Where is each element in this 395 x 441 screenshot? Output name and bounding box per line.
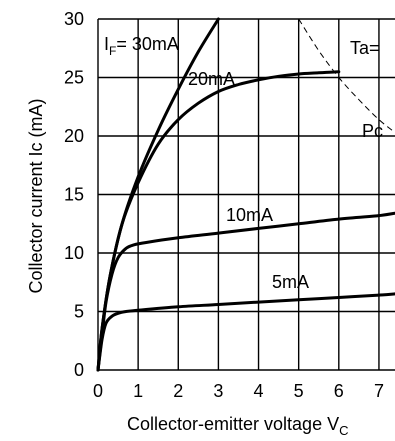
series-label-20ma: 20mA <box>188 69 235 89</box>
series-line-20ma <box>96 70 341 372</box>
x-tick-label: 6 <box>334 381 344 401</box>
power-dissipation-label: Pc <box>362 121 383 141</box>
series-label-5ma: 5mA <box>272 272 309 292</box>
x-tick-label: 7 <box>374 381 384 401</box>
curves <box>96 17 395 372</box>
x-axis-title: Collector-emitter voltage VC <box>127 414 348 438</box>
y-tick-label: 5 <box>74 302 84 322</box>
series-label-10ma: 10mA <box>226 205 273 225</box>
x-tick-label: 1 <box>133 381 143 401</box>
y-tick-label: 10 <box>64 243 84 263</box>
x-tick-label: 2 <box>173 381 183 401</box>
series-label-30ma: IF= 30mA <box>104 34 179 58</box>
grid <box>97 18 395 371</box>
y-tick-label: 15 <box>64 185 84 205</box>
y-tick-label: 30 <box>64 9 84 29</box>
x-tick-label: 5 <box>294 381 304 401</box>
x-tick-label: 0 <box>93 381 103 401</box>
series-line-10ma <box>96 211 395 372</box>
y-axis-title: Collector current Ic (mA) <box>26 98 46 293</box>
tick-labels: 0 1 2 3 4 5 6 7 0 5 10 15 20 25 30 <box>64 9 384 401</box>
y-tick-label: 25 <box>64 68 84 88</box>
x-tick-label: 3 <box>213 381 223 401</box>
x-tick-label: 4 <box>254 381 264 401</box>
series-line-5ma <box>96 292 395 372</box>
power-limit-line <box>298 18 395 133</box>
y-tick-label: 0 <box>74 360 84 380</box>
ambient-temperature-label: Ta= <box>350 38 380 58</box>
y-tick-label: 20 <box>64 126 84 146</box>
